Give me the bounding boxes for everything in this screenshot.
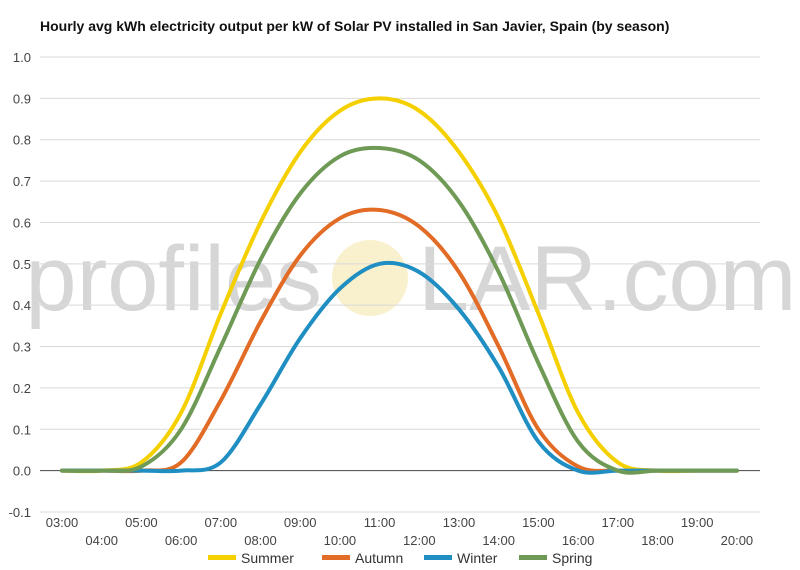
legend-swatch-winter: [424, 555, 452, 560]
x-tick-label: 14:00: [482, 533, 515, 548]
legend-swatch-summer: [208, 555, 236, 560]
x-tick-label: 07:00: [205, 515, 238, 530]
y-tick-label: 0.2: [13, 381, 31, 396]
x-tick-label: 06:00: [165, 533, 198, 548]
watermark: profiles LAR.com: [25, 228, 796, 330]
x-tick-label: 20:00: [721, 533, 754, 548]
y-tick-label: 0.7: [13, 174, 31, 189]
x-tick-label: 18:00: [641, 533, 674, 548]
gridlines: [40, 56, 760, 513]
x-tick-label: 09:00: [284, 515, 317, 530]
legend: Summer Autumn Winter Spring: [208, 550, 592, 566]
y-tick-label: 0.0: [13, 464, 31, 479]
legend-label-autumn: Autumn: [355, 550, 403, 566]
axis-labels: -0.1 0.0 0.1 0.2 0.3 0.4 0.5 0.6 0.7 0.8 0.9 1.0 03:…: [9, 50, 754, 548]
legend-label-winter: Winter: [457, 550, 498, 566]
y-tick-label: 0.3: [13, 340, 31, 355]
y-tick-label: 0.5: [13, 257, 31, 272]
legend-label-spring: Spring: [552, 550, 592, 566]
legend-swatch-autumn: [322, 555, 350, 560]
y-tick-label: -0.1: [9, 505, 31, 520]
x-tick-label: 12:00: [403, 533, 436, 548]
series-line-summer: [60, 96, 739, 474]
series-line-spring: [60, 145, 739, 475]
y-tick-label: 0.1: [13, 422, 31, 437]
chart-title: Hourly avg kWh electricity output per kW…: [40, 18, 670, 34]
x-tick-label: 15:00: [522, 515, 555, 530]
y-tick-label: 0.6: [13, 215, 31, 230]
watermark-sun-icon: [332, 240, 408, 316]
x-tick-label: 16:00: [562, 533, 595, 548]
y-tick-label: 1.0: [13, 50, 31, 65]
legend-label-summer: Summer: [241, 550, 294, 566]
x-tick-label: 11:00: [364, 515, 396, 530]
y-tick-label: 0.9: [13, 91, 31, 106]
x-tick-label: 04:00: [85, 533, 118, 548]
watermark-text-left: profiles: [25, 228, 322, 330]
x-tick-label: 10:00: [324, 533, 357, 548]
watermark-text-right: LAR.com: [418, 228, 796, 330]
y-tick-label: 0.4: [13, 298, 31, 313]
y-tick-label: 0.8: [13, 133, 31, 148]
legend-swatch-spring: [519, 555, 547, 560]
x-tick-label: 03:00: [46, 515, 79, 530]
x-tick-label: 17:00: [602, 515, 635, 530]
x-tick-label: 08:00: [244, 533, 277, 548]
x-tick-label: 19:00: [681, 515, 714, 530]
x-tick-label: 13:00: [443, 515, 476, 530]
x-tick-label: 05:00: [125, 515, 158, 530]
series-lines: [60, 96, 739, 475]
